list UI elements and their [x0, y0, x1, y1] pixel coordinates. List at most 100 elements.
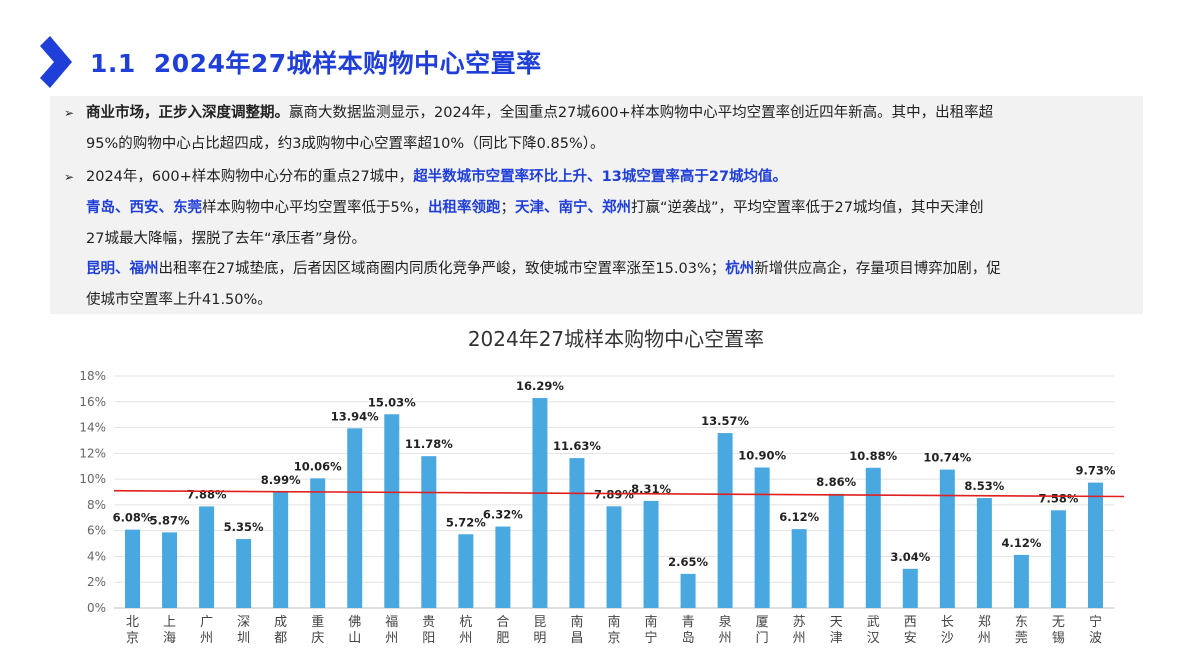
arrow-bullet-icon: ➢: [64, 170, 75, 184]
bar-杭州: [458, 534, 474, 608]
x-tick-label-泉州: 泉州: [719, 614, 732, 646]
bar-合肥: [495, 526, 511, 608]
section-title: 2024年27城样本购物中心空置率: [153, 49, 542, 78]
bar-郑州: [976, 498, 992, 608]
x-tick-label-宁波: 宁波: [1089, 614, 1102, 646]
summary-paragraph-1: ➢ 商业市场，正步入深度调整期。赢商大数据监测显示，2024年，全国重点27城60…: [64, 98, 1134, 128]
x-tick-label-重庆: 重庆: [311, 614, 324, 646]
x-tick-label-昆明: 昆明: [533, 615, 546, 646]
x-tick-label-郑州: 郑州: [978, 615, 991, 646]
summary-paragraph-4: 昆明、福州出租率在27城垫底，后者因区域商圈内同质化竞争严峻，致使城市空置率涨至…: [86, 254, 1136, 284]
data-label-西安: 3.04%: [890, 550, 930, 564]
x-tick-label-东莞: 东莞: [1015, 615, 1028, 646]
data-label-武汉: 10.88%: [849, 449, 897, 463]
vacancy-chart: 2024年27城样本购物中心空置率 0% 2% 4% 6% 8% 10% 12% 14% 16%…: [70, 318, 1140, 667]
page-title: 1.1 2024年27城样本购物中心空置率: [90, 44, 542, 80]
vacancy-chart-svg: 2024年27城样本购物中心空置率 0% 2% 4% 6% 8% 10% 12% 14% 16%…: [79, 327, 1125, 646]
data-label-上海: 5.87%: [150, 513, 190, 527]
data-label-佛山: 13.94%: [331, 409, 379, 423]
data-label-重庆: 10.06%: [294, 459, 342, 473]
y-tick-label: 2%: [87, 575, 106, 589]
summary-paragraph-3-cont: 27城最大降幅，摆脱了去年“承压者”身份。: [86, 224, 1136, 254]
summary-paragraph-3: 青岛、西安、东莞样本购物中心平均空置率低于5%，出租率领跑；天津、南宁、郑州打赢…: [86, 193, 1136, 223]
bar-广州: [199, 506, 215, 608]
bar-南昌: [569, 458, 585, 608]
arrow-bullet-icon: ➢: [64, 106, 75, 120]
bar-北京: [125, 529, 141, 608]
bar-福州: [384, 414, 400, 608]
x-tick-label-深圳: 深圳: [237, 615, 250, 646]
p4-text-a: 出租率在27城垫底，后者因区域商圈内同质化竞争严峻，致使城市空置率涨至15.03…: [158, 261, 726, 277]
p3-text-b: ；: [500, 200, 516, 216]
x-tick-label-南昌: 南昌: [570, 614, 583, 646]
bar-长沙: [939, 469, 955, 608]
y-tick-label: 12%: [79, 446, 106, 460]
x-tick-label-武汉: 武汉: [867, 615, 880, 646]
y-tick-label: 10%: [79, 472, 106, 486]
bar-青岛: [680, 573, 696, 608]
x-tick-label-天津: 天津: [830, 615, 843, 646]
x-tick-label-厦门: 厦门: [756, 615, 769, 646]
data-label-泉州: 13.57%: [701, 414, 749, 428]
bar-南宁: [643, 500, 659, 608]
data-label-无锡: 7.58%: [1038, 491, 1078, 505]
x-tick-label-上海: 上海: [163, 615, 176, 646]
x-tick-label-北京: 北京: [126, 615, 139, 646]
data-label-北京: 6.08%: [113, 511, 153, 525]
x-tick-label-杭州: 杭州: [459, 615, 472, 646]
data-label-南宁: 8.31%: [631, 482, 671, 496]
data-label-贵阳: 11.78%: [405, 437, 453, 451]
y-tick-label: 0%: [87, 601, 106, 615]
p2-highlight: 超半数城市空置率环比上升、13城空置率高于27城均值。: [413, 169, 788, 185]
summary-paragraph-1-cont: 95%的购物中心占比超四成，约3成购物中心空置率超10%（同比下降0.85%）。: [86, 129, 1136, 159]
bar-佛山: [347, 428, 363, 608]
data-label-长沙: 10.74%: [923, 451, 971, 465]
chart-x-ticks: 北京上海广州深圳成都重庆佛山福州贵阳杭州合肥昆明南昌南京南宁青岛泉州厦门苏州天津…: [126, 614, 1102, 646]
data-label-成都: 8.99%: [261, 473, 301, 487]
data-label-厦门: 10.90%: [738, 449, 786, 463]
average-trend-line: [113, 489, 1125, 498]
p3-highlight-a: 出租率领跑: [428, 200, 501, 216]
p2-text: 2024年，600+样本购物中心分布的重点27城中，: [86, 169, 414, 185]
bar-武汉: [865, 467, 881, 608]
bar-贵阳: [421, 456, 437, 608]
p4-text-c: 使城市空置率上升41.50%。: [86, 292, 272, 308]
p3-text-d: 27城最大降幅，摆脱了去年“承压者”身份。: [86, 231, 366, 247]
summary-paragraph-2: ➢ 2024年，600+样本购物中心分布的重点27城中，超半数城市空置率环比上升、…: [64, 162, 1134, 192]
x-tick-label-广州: 广州: [200, 615, 213, 646]
x-tick-label-成都: 成都: [274, 615, 287, 646]
data-label-南昌: 11.63%: [553, 439, 601, 453]
x-tick-label-南京: 南京: [607, 614, 620, 646]
data-label-苏州: 6.12%: [779, 510, 819, 524]
p1-text-a: 赢商大数据监测显示，2024年，全国重点27城600+样本购物中心平均空置率创近…: [289, 105, 994, 121]
y-tick-label: 14%: [79, 421, 106, 435]
y-tick-label: 18%: [79, 369, 106, 383]
data-label-深圳: 5.35%: [224, 520, 264, 534]
bar-苏州: [791, 529, 807, 608]
data-label-天津: 8.86%: [816, 475, 856, 489]
bar-天津: [828, 493, 844, 608]
bar-昆明: [532, 398, 548, 608]
x-tick-label-南宁: 南宁: [645, 614, 658, 646]
p1-text-b: 95%的购物中心占比超四成，约3成购物中心空置率超10%（同比下降0.85%）。: [86, 136, 605, 152]
p3-text-c: 打赢“逆袭战”，平均空置率低于27城均值，其中天津创: [631, 200, 984, 216]
p4-cities-a: 昆明、福州: [86, 261, 159, 277]
data-label-青岛: 2.65%: [668, 555, 708, 569]
bar-厦门: [754, 467, 770, 608]
x-tick-label-合肥: 合肥: [496, 615, 509, 646]
x-tick-label-无锡: 无锡: [1052, 615, 1065, 646]
summary-paragraph-4-cont: 使城市空置率上升41.50%。: [86, 285, 1136, 315]
bar-泉州: [717, 433, 733, 608]
p3-cities-b: 天津、南宁、郑州: [515, 200, 632, 216]
bar-成都: [273, 492, 289, 608]
bar-东莞: [1013, 554, 1029, 608]
data-label-杭州: 5.72%: [446, 515, 486, 529]
chart-title: 2024年27城样本购物中心空置率: [468, 327, 764, 351]
chart-trend-line: [113, 489, 1125, 498]
p3-text-a: 样本购物中心平均空置率低于5%，: [202, 200, 429, 216]
y-tick-label: 4%: [87, 549, 106, 563]
x-tick-label-青岛: 青岛: [682, 615, 695, 646]
chart-bars: [125, 398, 1103, 608]
bar-南京: [606, 506, 622, 608]
bar-上海: [162, 532, 178, 608]
